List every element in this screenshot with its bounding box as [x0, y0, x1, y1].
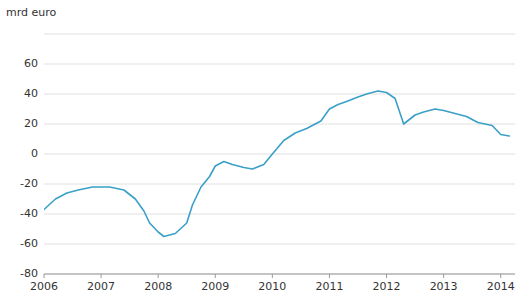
x-tick-label: 2011	[315, 280, 343, 293]
y-tick-label: -40	[20, 207, 38, 220]
y-tick-label: 60	[24, 57, 38, 70]
grid-line	[44, 214, 515, 215]
x-axis-line	[44, 274, 515, 275]
x-tick-label: 2014	[487, 280, 515, 293]
x-tick	[443, 274, 444, 278]
x-tick	[215, 274, 216, 278]
data-line	[44, 91, 509, 237]
x-tick	[44, 274, 45, 278]
y-grid	[44, 34, 515, 274]
x-tick-label: 2008	[144, 280, 172, 293]
x-tick-labels: 2006 2007 2008 2009 2010 2011 2012 2013 2014	[30, 274, 515, 293]
x-tick	[329, 274, 330, 278]
grid-line	[44, 34, 515, 35]
y-tick-labels: -80 -60 -40 -20 0 20 40 60	[20, 57, 38, 280]
grid-line	[44, 124, 515, 125]
x-tick-label: 2013	[430, 280, 458, 293]
y-tick-label: 40	[24, 87, 38, 100]
y-tick-label: -80	[20, 267, 38, 280]
x-tick	[500, 274, 501, 278]
x-tick	[272, 274, 273, 278]
x-tick	[158, 274, 159, 278]
x-tick	[101, 274, 102, 278]
grid-line	[44, 244, 515, 245]
y-axis-label: mrd euro	[6, 6, 57, 19]
chart: -80-60-40-200204060200620072008200920102…	[0, 0, 529, 302]
x-tick	[386, 274, 387, 278]
x-tick-label: 2009	[201, 280, 229, 293]
x-tick-label: 2007	[87, 280, 115, 293]
y-tick-label: 20	[24, 117, 38, 130]
plot-area	[44, 91, 509, 237]
x-tick-label: 2012	[373, 280, 401, 293]
grid-line	[44, 274, 515, 275]
grid-line	[44, 184, 515, 185]
x-tick-label: 2006	[30, 280, 58, 293]
grid-line	[44, 64, 515, 65]
grid-line	[44, 154, 515, 155]
x-tick-label: 2010	[258, 280, 286, 293]
y-tick-label: -60	[20, 237, 38, 250]
chart-container: -80-60-40-200204060200620072008200920102…	[0, 0, 529, 302]
y-tick-label: 0	[31, 147, 38, 160]
grid-line	[44, 94, 515, 95]
y-tick-label: -20	[20, 177, 38, 190]
